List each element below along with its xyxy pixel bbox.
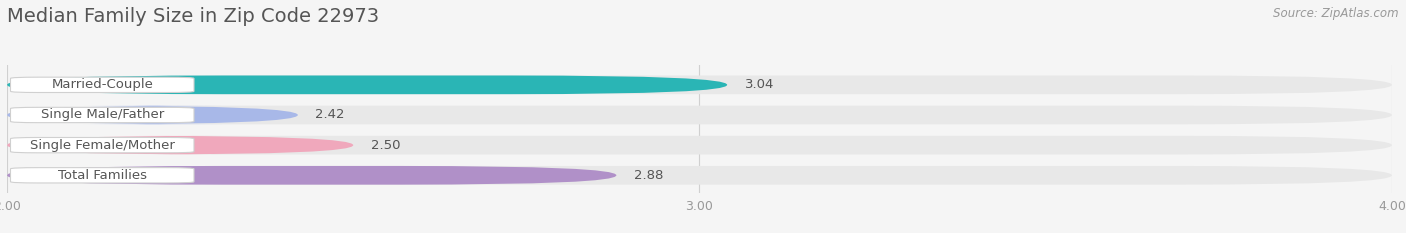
FancyBboxPatch shape <box>7 136 353 154</box>
Text: Single Female/Mother: Single Female/Mother <box>30 139 174 152</box>
FancyBboxPatch shape <box>10 107 194 123</box>
Text: Total Families: Total Families <box>58 169 146 182</box>
FancyBboxPatch shape <box>10 77 194 93</box>
FancyBboxPatch shape <box>7 166 616 185</box>
Text: Source: ZipAtlas.com: Source: ZipAtlas.com <box>1274 7 1399 20</box>
Text: Married-Couple: Married-Couple <box>51 78 153 91</box>
FancyBboxPatch shape <box>7 136 1392 154</box>
Text: 3.04: 3.04 <box>745 78 773 91</box>
Text: Single Male/Father: Single Male/Father <box>41 109 165 121</box>
Text: 2.42: 2.42 <box>315 109 344 121</box>
Text: 2.88: 2.88 <box>634 169 664 182</box>
FancyBboxPatch shape <box>7 75 1392 94</box>
FancyBboxPatch shape <box>7 106 1392 124</box>
FancyBboxPatch shape <box>10 137 194 153</box>
FancyBboxPatch shape <box>7 166 1392 185</box>
Text: 2.50: 2.50 <box>371 139 401 152</box>
FancyBboxPatch shape <box>7 75 727 94</box>
FancyBboxPatch shape <box>10 168 194 183</box>
Text: Median Family Size in Zip Code 22973: Median Family Size in Zip Code 22973 <box>7 7 380 26</box>
FancyBboxPatch shape <box>7 106 298 124</box>
